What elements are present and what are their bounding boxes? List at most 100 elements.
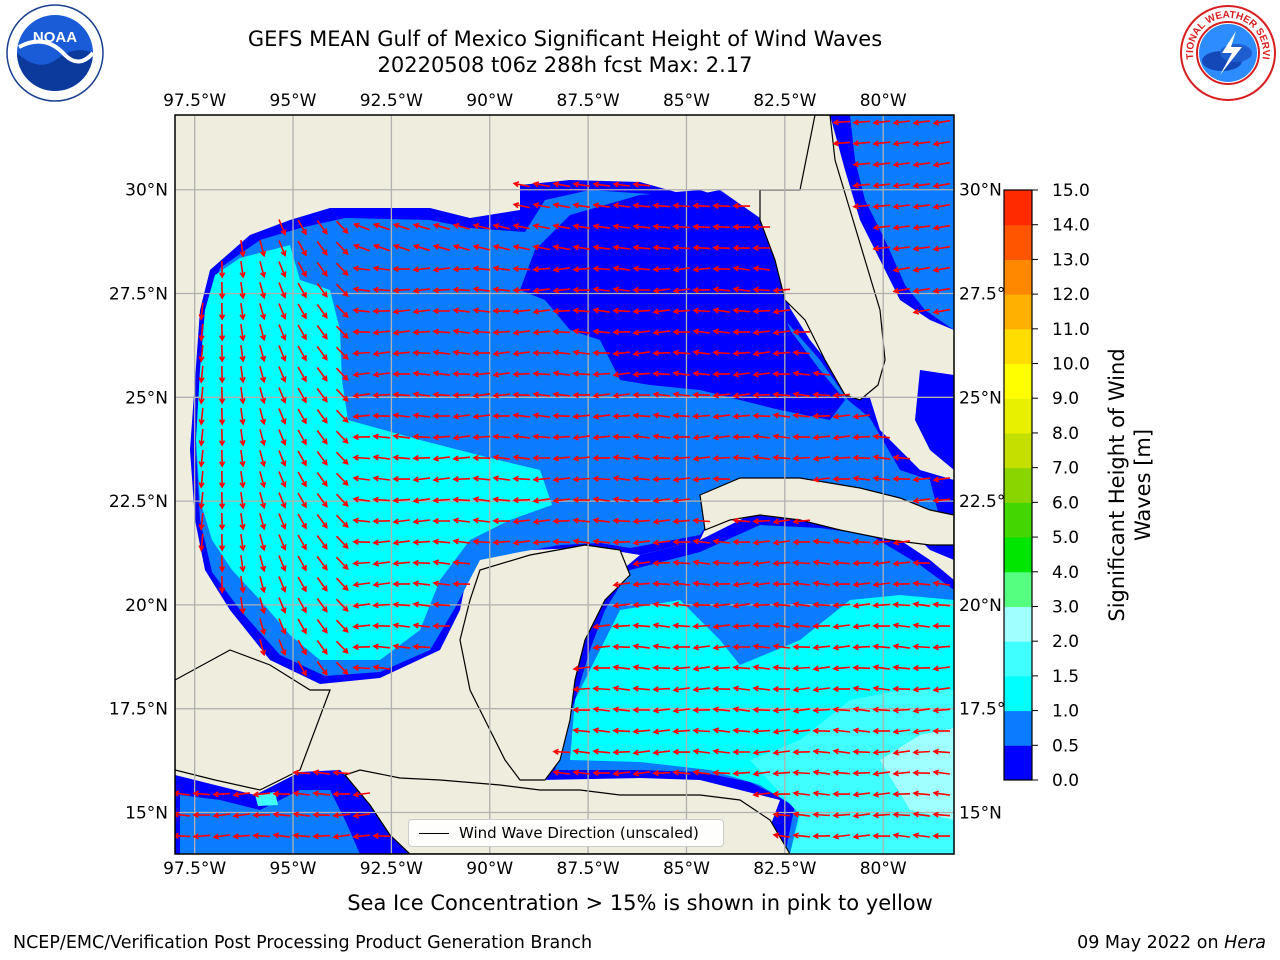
wave-direction-arrow xyxy=(712,538,731,545)
wave-direction-arrow xyxy=(612,181,631,188)
wave-direction-arrow xyxy=(652,497,670,504)
wave-direction-arrow xyxy=(732,392,751,399)
wave-direction-arrow xyxy=(652,770,671,777)
wave-direction-arrow xyxy=(892,728,911,735)
wave-direction-arrow xyxy=(692,559,711,566)
wave-direction-arrow xyxy=(512,475,531,482)
wave-direction-arrow xyxy=(392,433,411,440)
wave-direction-arrow xyxy=(335,262,349,276)
colorbar-segment xyxy=(1004,398,1032,434)
wave-direction-arrow xyxy=(552,308,571,315)
wave-direction-arrow xyxy=(812,707,831,714)
wave-direction-arrow xyxy=(239,344,246,363)
wave-direction-arrow xyxy=(632,286,650,294)
wave-direction-arrow xyxy=(316,388,328,403)
wave-direction-arrow xyxy=(632,643,651,650)
wave-direction-arrow xyxy=(452,559,471,566)
wave-direction-arrow xyxy=(259,513,267,531)
wave-direction-arrow xyxy=(872,706,891,713)
wave-direction-arrow xyxy=(852,664,871,671)
wave-direction-arrow xyxy=(652,539,671,546)
wave-direction-arrow xyxy=(832,538,851,545)
wave-direction-arrow xyxy=(872,539,891,546)
wind-wave-arrows xyxy=(175,119,951,840)
wave-direction-arrow xyxy=(412,622,430,629)
wave-direction-arrow xyxy=(632,496,650,504)
wave-direction-arrow xyxy=(652,728,671,735)
wave-direction-arrow xyxy=(372,454,391,461)
wave-direction-arrow xyxy=(316,220,328,235)
wave-direction-arrow xyxy=(892,622,911,629)
wave-direction-arrow xyxy=(772,560,791,567)
wave-direction-arrow xyxy=(278,429,287,446)
colorbar-tick-label: 8.0 xyxy=(1052,424,1079,444)
wave-direction-arrow xyxy=(432,287,451,294)
wave-direction-arrow xyxy=(852,538,871,545)
wave-direction-arrow xyxy=(532,329,551,336)
wave-direction-arrow xyxy=(652,244,671,251)
wave-direction-arrow xyxy=(632,433,651,440)
map-frame xyxy=(174,114,955,855)
wave-direction-arrow xyxy=(312,833,331,840)
wave-direction-arrow xyxy=(732,623,751,630)
wave-direction-arrow xyxy=(532,497,551,504)
wave-direction-arrow xyxy=(297,324,307,341)
wave-direction-arrow xyxy=(552,328,571,335)
wave-direction-arrow xyxy=(452,496,471,503)
wave-direction-arrow xyxy=(372,265,391,272)
wave-direction-arrow xyxy=(712,644,731,651)
wave-direction-arrow xyxy=(239,428,246,447)
wave-direction-arrow xyxy=(278,282,287,299)
wave-direction-arrow xyxy=(712,602,731,609)
wave-direction-arrow xyxy=(872,224,891,231)
wave-direction-arrow xyxy=(692,476,711,483)
wave-direction-arrow xyxy=(672,748,691,756)
wave-direction-arrow xyxy=(752,560,771,567)
wave-direction-arrow xyxy=(732,286,751,293)
wave-direction-arrow xyxy=(335,346,349,360)
wave-direction-arrow xyxy=(872,560,891,567)
wave-direction-arrow xyxy=(632,181,651,188)
wave-direction-arrow xyxy=(852,623,870,630)
wave-direction-arrow xyxy=(572,665,591,672)
wave-direction-arrow xyxy=(335,598,349,612)
wave-direction-arrow xyxy=(219,554,226,573)
wave-direction-arrow xyxy=(512,265,531,272)
wave-direction-arrow xyxy=(432,328,451,335)
wave-direction-arrow xyxy=(198,533,205,552)
wave-direction-arrow xyxy=(532,223,551,230)
wave-direction-arrow xyxy=(652,370,671,377)
wave-direction-arrow xyxy=(652,518,671,525)
wave-direction-arrow xyxy=(552,497,571,504)
wave-direction-arrow xyxy=(692,434,711,441)
wave-direction-arrow xyxy=(352,517,371,524)
colorbar-tick-label: 7.0 xyxy=(1052,459,1079,479)
wave-direction-arrow xyxy=(212,812,230,819)
wave-direction-arrow xyxy=(492,539,511,546)
colorbar-segment xyxy=(1004,675,1032,712)
wave-direction-arrow xyxy=(892,140,911,147)
wave-direction-arrow xyxy=(692,244,711,251)
wave-direction-arrow xyxy=(492,454,511,461)
wave-direction-arrow xyxy=(832,140,851,147)
wave-direction-arrow xyxy=(316,241,328,256)
wave-direction-arrow xyxy=(912,643,931,650)
wave-direction-arrow xyxy=(752,602,771,609)
wave-direction-arrow xyxy=(932,497,951,504)
wave-direction-arrow xyxy=(592,371,611,378)
wave-direction-arrow xyxy=(652,223,671,230)
wave-direction-arrow xyxy=(772,539,791,546)
wave-direction-arrow xyxy=(232,833,251,840)
wave-direction-arrow xyxy=(592,413,611,420)
wave-direction-arrow xyxy=(852,560,871,567)
wave-direction-arrow xyxy=(652,622,671,629)
wave-direction-arrow xyxy=(712,328,731,335)
wave-direction-arrow xyxy=(872,140,891,147)
wave-direction-arrow xyxy=(912,497,931,504)
wave-direction-arrow xyxy=(297,429,307,446)
wave-direction-arrow xyxy=(612,664,631,671)
wave-direction-arrow xyxy=(259,492,267,510)
wave-direction-arrow xyxy=(912,601,931,608)
wave-direction-arrow xyxy=(259,261,267,279)
wave-direction-arrow xyxy=(239,449,246,468)
